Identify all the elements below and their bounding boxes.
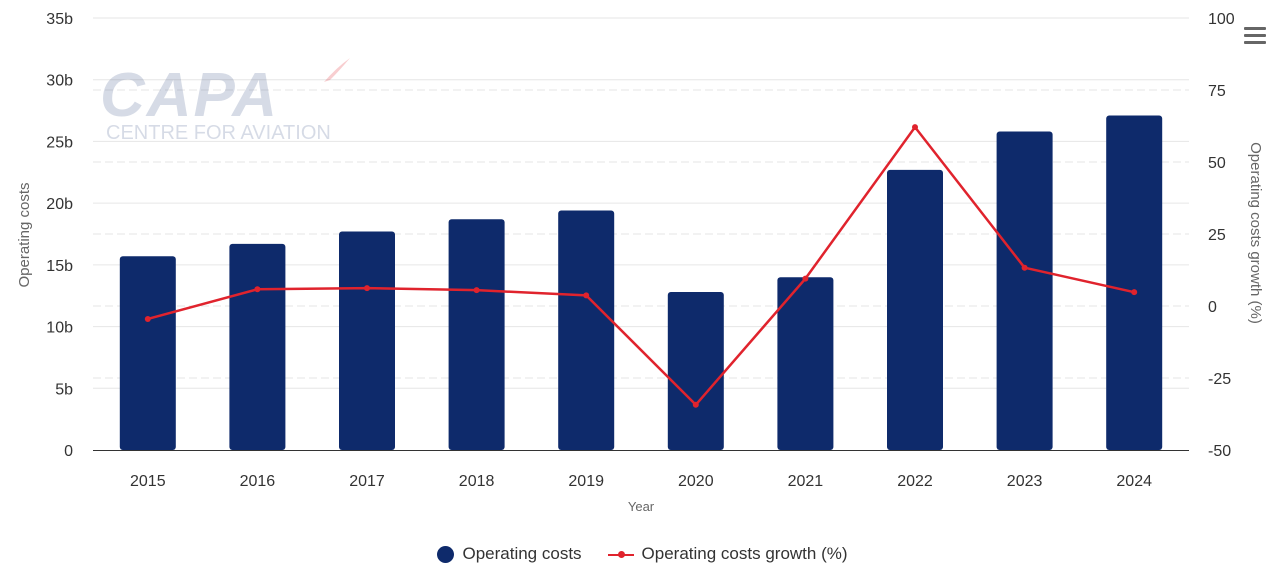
y-tick-label: 15b (46, 258, 73, 275)
bar (558, 210, 615, 450)
x-tick-label: 2017 (349, 473, 385, 490)
y2-tick-label: 50 (1208, 155, 1226, 172)
hamburger-menu-icon (1244, 27, 1266, 30)
legend: Operating costs Operating costs growth (… (0, 540, 1285, 568)
x-tick-label: 2019 (568, 473, 604, 490)
line-series-marker-icon (607, 546, 634, 563)
y-tick-label: 35b (46, 11, 73, 28)
x-tick-label: 2015 (130, 473, 166, 490)
line-point (473, 287, 480, 294)
y-tick-label: 5b (55, 381, 73, 398)
legend-item-operating-costs-growth[interactable]: Operating costs growth (%) (607, 544, 848, 564)
legend-label: Operating costs (462, 544, 582, 563)
x-tick-label: 2016 (240, 473, 276, 490)
line-point (1021, 264, 1028, 271)
x-axis-title: Year (628, 499, 655, 514)
line-point (583, 292, 590, 299)
line-point (912, 124, 918, 131)
bar (1106, 115, 1163, 450)
x-axis-ticks: 2015 2016 2017 2018 2019 2020 2021 2022 2023 2024 (130, 473, 1152, 490)
line-series (144, 124, 1138, 408)
left-axis-ticks: 0 5b 10b 15b 20b 25b 30b 35b (46, 11, 73, 460)
line-point (364, 285, 370, 292)
x-tick-label: 2023 (1007, 473, 1043, 490)
x-tick-label: 2020 (678, 473, 714, 490)
legend-label: Operating costs growth (%) (641, 544, 848, 563)
y2-axis-title: Operating costs growth (%) (1247, 142, 1264, 324)
bar-series (119, 115, 1163, 450)
y2-tick-label: -25 (1208, 371, 1231, 388)
y-tick-label: 25b (46, 134, 73, 151)
bar (996, 131, 1053, 450)
bar (887, 169, 943, 450)
bar (119, 256, 176, 450)
y-tick-label: 0 (64, 443, 73, 460)
right-axis-ticks: -50 -25 0 25 50 75 100 (1208, 11, 1235, 460)
bar (667, 292, 724, 450)
legend-item-operating-costs[interactable]: Operating costs (437, 544, 582, 564)
bar (448, 219, 505, 450)
y-tick-label: 30b (46, 73, 73, 90)
line-point (692, 401, 699, 408)
y2-tick-label: 0 (1208, 299, 1217, 316)
x-tick-label: 2018 (459, 473, 495, 490)
bar (339, 231, 395, 450)
x-tick-label: 2024 (1116, 473, 1152, 490)
growth-line (147, 125, 1135, 407)
y2-tick-label: 25 (1208, 227, 1226, 244)
x-tick-label: 2022 (897, 473, 933, 490)
y-tick-label: 20b (46, 196, 73, 213)
line-point (1131, 289, 1138, 296)
x-tick-label: 2021 (788, 473, 824, 490)
bar (777, 277, 834, 450)
bar (229, 243, 286, 450)
line-point (144, 315, 151, 322)
line-point (802, 275, 809, 282)
chart-menu-button[interactable] (1244, 27, 1266, 47)
bar-series-marker-icon (437, 545, 455, 563)
y2-tick-label: -50 (1208, 443, 1231, 460)
y-axis-title: Operating costs (16, 182, 33, 287)
y2-tick-label: 75 (1208, 83, 1226, 100)
line-point (254, 286, 261, 293)
y2-tick-label: 100 (1208, 11, 1235, 28)
y-tick-label: 10b (46, 320, 73, 337)
